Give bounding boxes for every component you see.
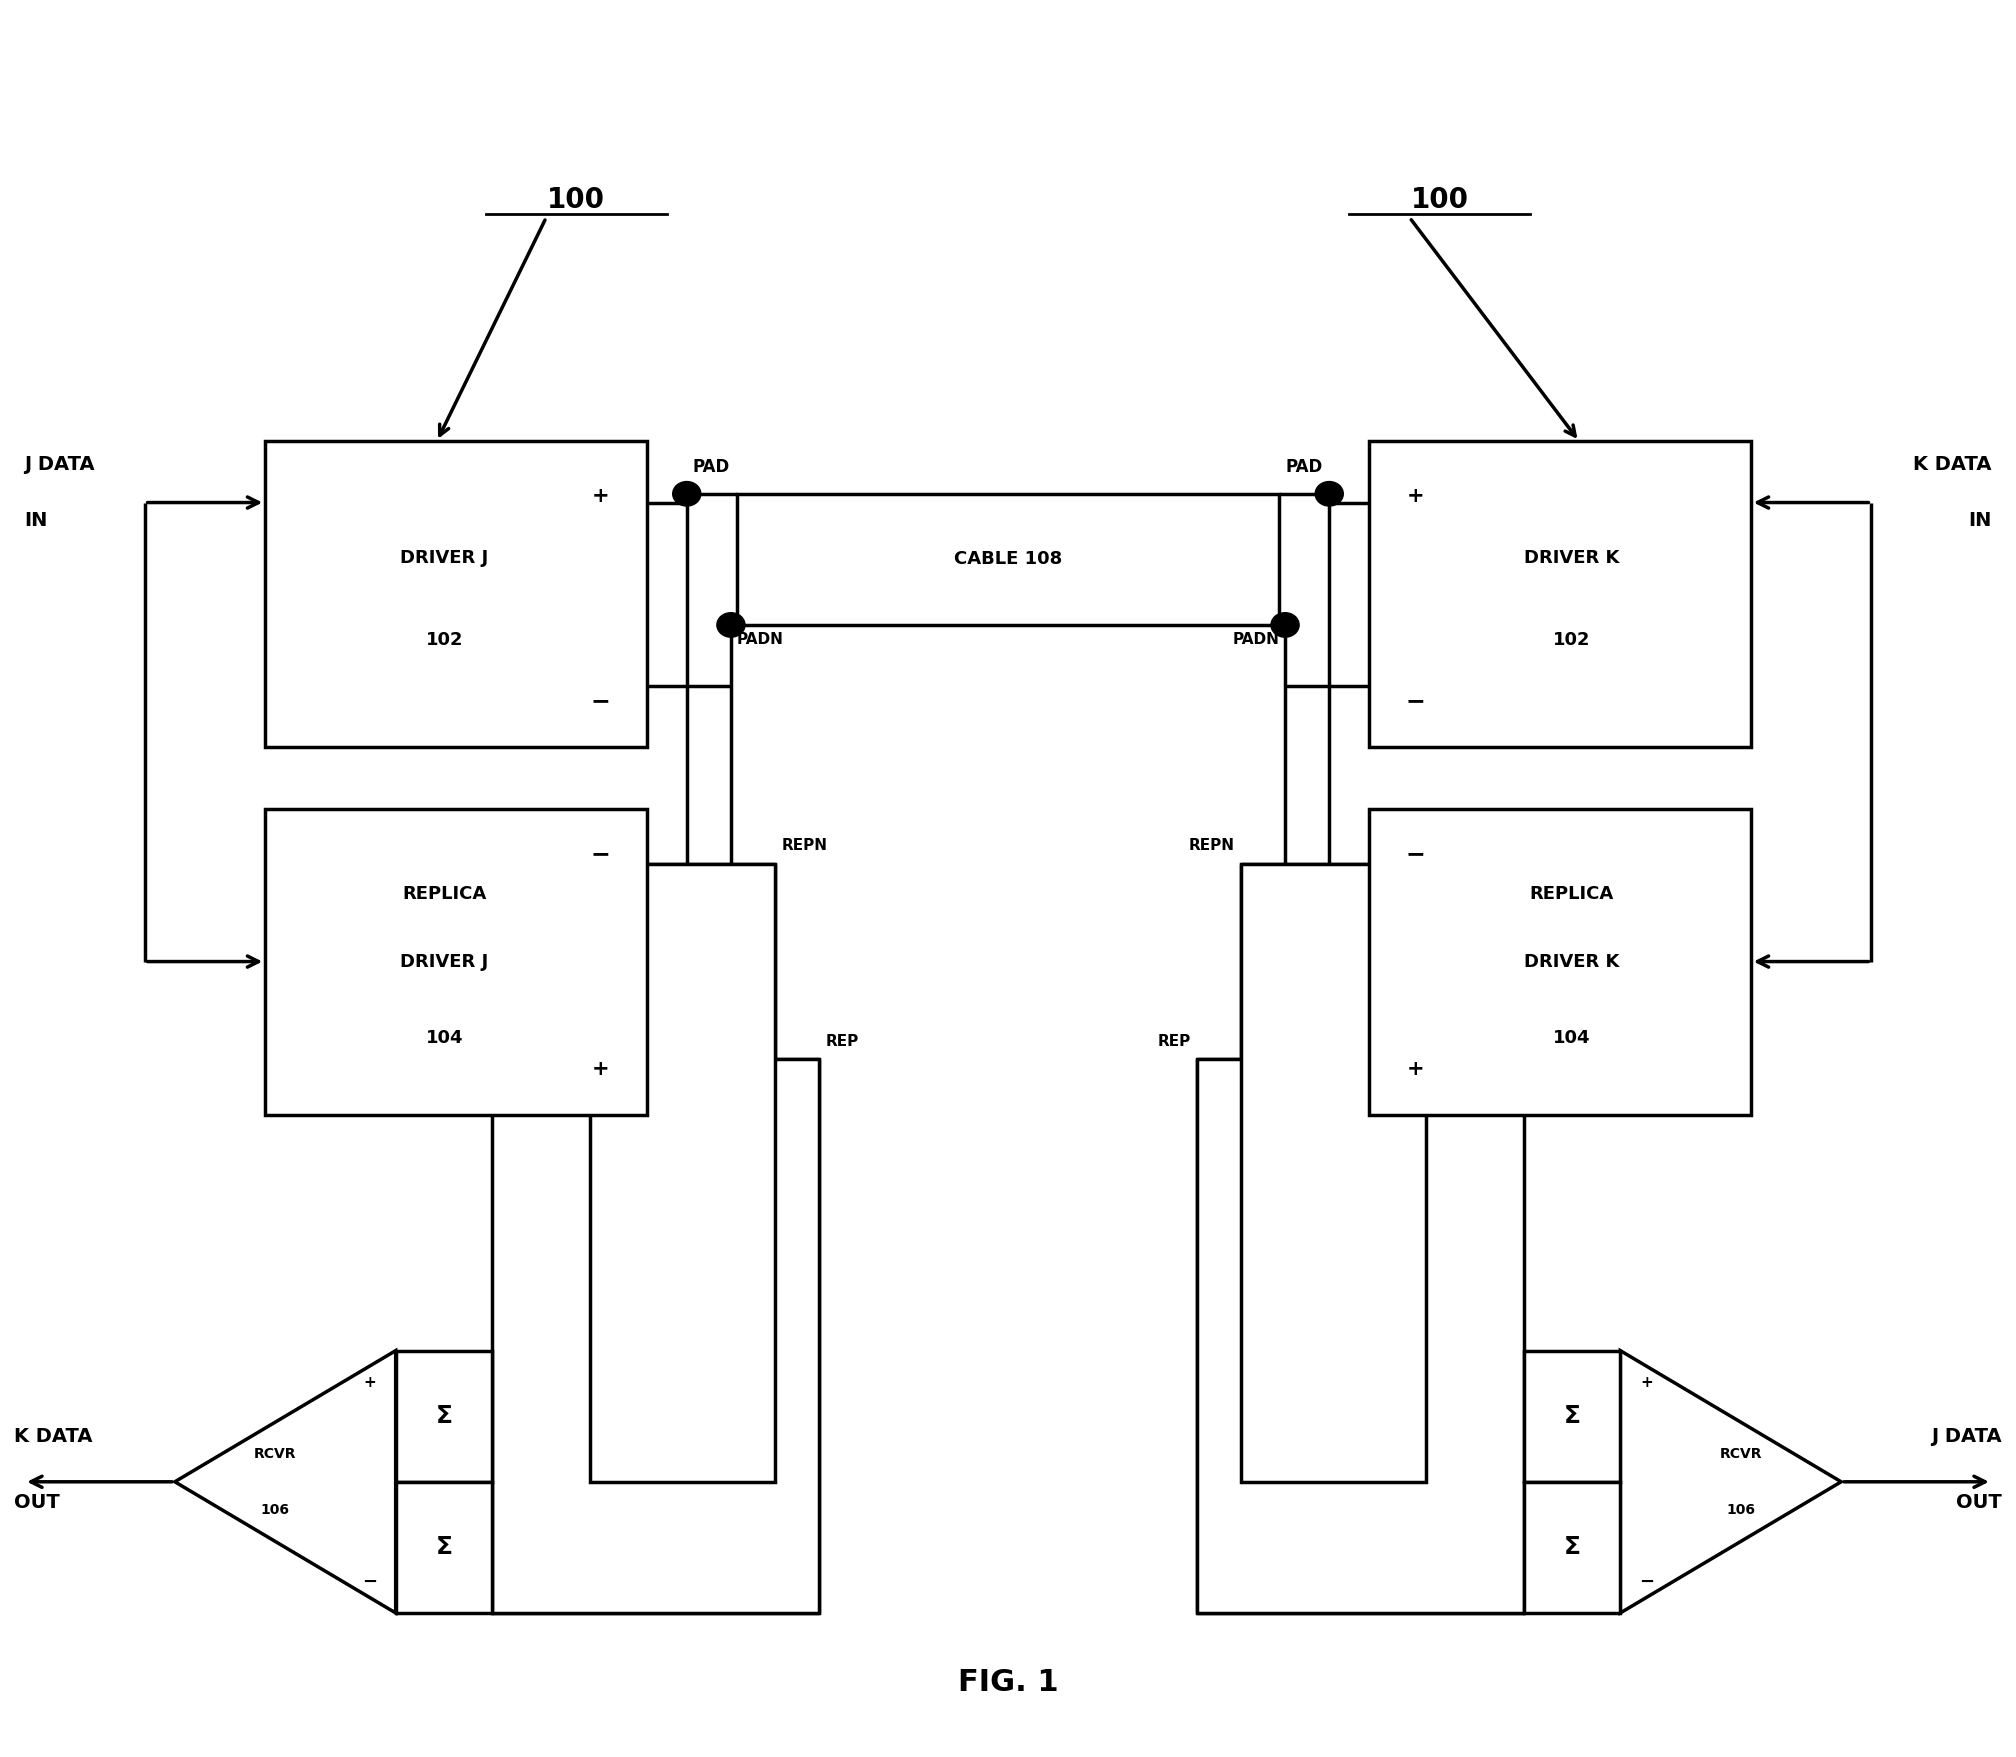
Circle shape	[673, 481, 702, 506]
Text: +: +	[593, 1059, 609, 1079]
Text: 106: 106	[260, 1502, 290, 1516]
Circle shape	[1270, 613, 1298, 638]
Text: FIG. 1: FIG. 1	[958, 1669, 1058, 1697]
Polygon shape	[175, 1351, 395, 1613]
Text: REP: REP	[825, 1035, 859, 1049]
FancyBboxPatch shape	[591, 864, 774, 1481]
Text: PAD: PAD	[694, 459, 730, 476]
Text: REPLICA: REPLICA	[403, 886, 486, 903]
Text: DRIVER K: DRIVER K	[1524, 952, 1619, 970]
Text: J DATA: J DATA	[1931, 1427, 2002, 1446]
FancyBboxPatch shape	[1524, 1481, 1621, 1613]
Text: K DATA: K DATA	[14, 1427, 93, 1446]
Text: 104: 104	[1552, 1030, 1591, 1047]
FancyBboxPatch shape	[1242, 864, 1425, 1481]
Text: PADN: PADN	[738, 633, 784, 647]
Polygon shape	[1621, 1351, 1841, 1613]
Text: Σ: Σ	[1564, 1404, 1581, 1428]
Text: +: +	[593, 487, 609, 506]
Text: RCVR: RCVR	[1720, 1446, 1762, 1460]
Text: +: +	[1407, 487, 1423, 506]
FancyBboxPatch shape	[1369, 441, 1750, 747]
Text: 102: 102	[1552, 631, 1591, 650]
FancyBboxPatch shape	[738, 494, 1278, 625]
Text: −: −	[591, 842, 611, 866]
Text: −: −	[1639, 1573, 1653, 1590]
Text: Σ: Σ	[435, 1536, 452, 1560]
Text: 100: 100	[1411, 186, 1468, 214]
Text: PADN: PADN	[1232, 633, 1278, 647]
Text: 100: 100	[548, 186, 605, 214]
Circle shape	[1314, 481, 1343, 506]
FancyBboxPatch shape	[395, 1481, 492, 1613]
Text: IN: IN	[1968, 511, 1992, 529]
Text: IN: IN	[24, 511, 48, 529]
Text: 102: 102	[425, 631, 464, 650]
Text: J DATA: J DATA	[24, 455, 95, 474]
FancyBboxPatch shape	[1524, 1351, 1621, 1481]
Text: REPN: REPN	[1189, 838, 1236, 854]
Circle shape	[718, 613, 746, 638]
Text: −: −	[1405, 842, 1425, 866]
Text: REP: REP	[1157, 1035, 1191, 1049]
Text: REPN: REPN	[780, 838, 827, 854]
Text: −: −	[363, 1573, 377, 1590]
FancyBboxPatch shape	[492, 1059, 818, 1613]
Text: −: −	[1405, 689, 1425, 713]
Text: OUT: OUT	[1956, 1493, 2002, 1513]
Text: PAD: PAD	[1286, 459, 1322, 476]
Text: DRIVER J: DRIVER J	[401, 952, 488, 970]
FancyBboxPatch shape	[266, 441, 647, 747]
Text: 104: 104	[425, 1030, 464, 1047]
FancyBboxPatch shape	[395, 1351, 492, 1481]
FancyBboxPatch shape	[1198, 1059, 1524, 1613]
Text: DRIVER J: DRIVER J	[401, 548, 488, 566]
Text: +: +	[1641, 1374, 1653, 1390]
FancyBboxPatch shape	[1369, 808, 1750, 1114]
Text: 106: 106	[1726, 1502, 1756, 1516]
Text: K DATA: K DATA	[1913, 455, 1992, 474]
FancyBboxPatch shape	[266, 808, 647, 1114]
Text: Σ: Σ	[1564, 1536, 1581, 1560]
Text: DRIVER K: DRIVER K	[1524, 548, 1619, 566]
Text: OUT: OUT	[14, 1493, 60, 1513]
Text: +: +	[1407, 1059, 1423, 1079]
Text: CABLE 108: CABLE 108	[954, 550, 1062, 568]
Text: REPLICA: REPLICA	[1530, 886, 1613, 903]
Text: RCVR: RCVR	[254, 1446, 296, 1460]
Text: Σ: Σ	[435, 1404, 452, 1428]
Text: −: −	[591, 689, 611, 713]
Text: +: +	[363, 1374, 375, 1390]
